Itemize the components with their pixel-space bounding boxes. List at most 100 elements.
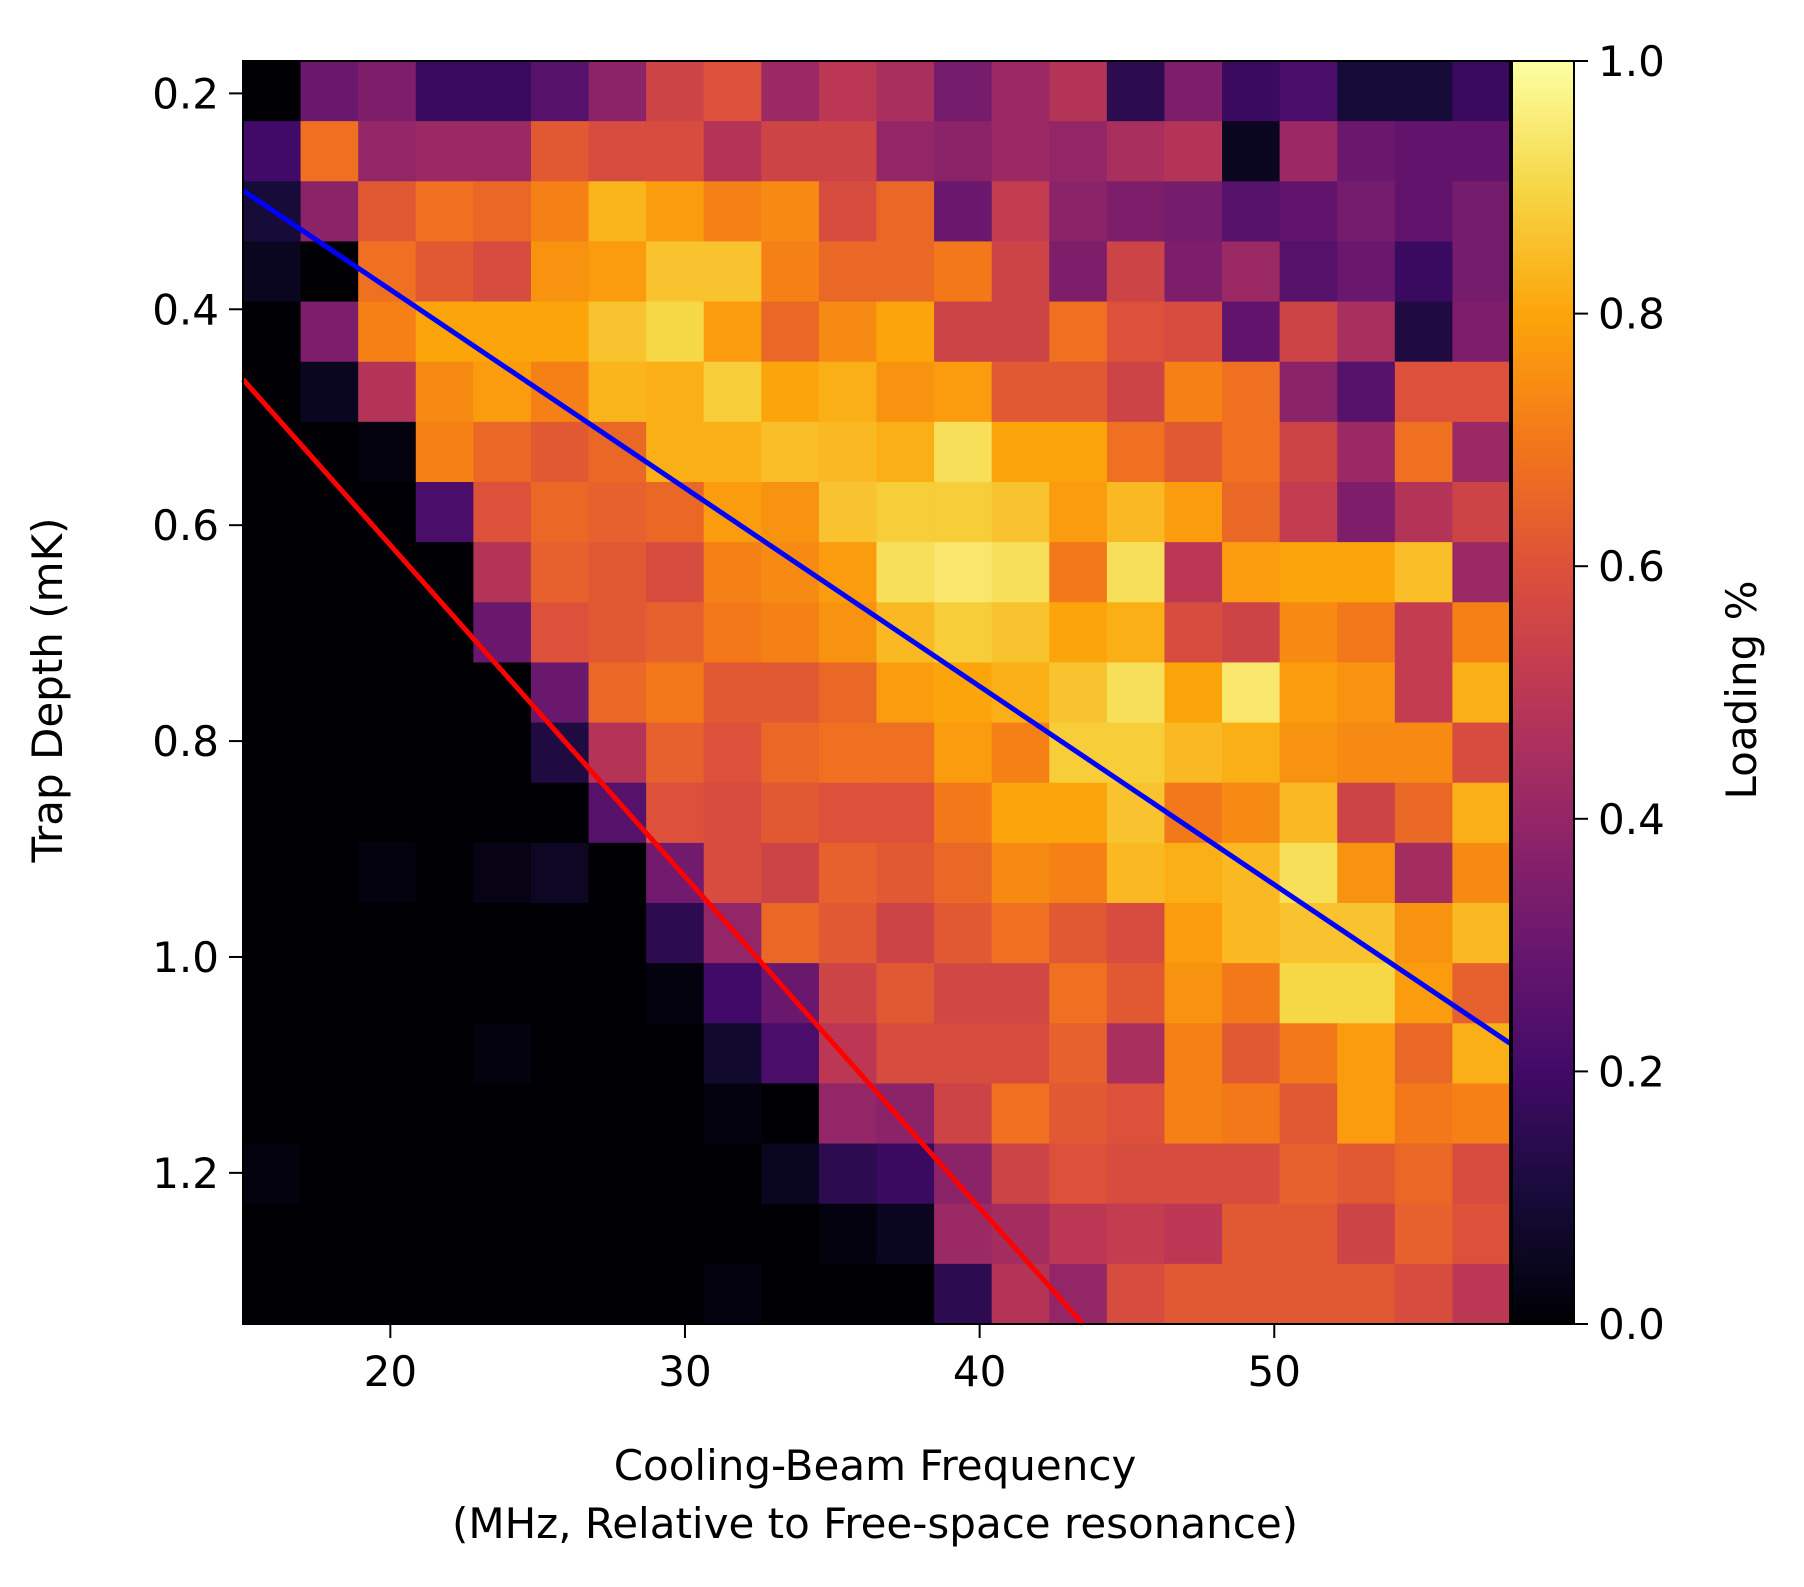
heatmap-cell xyxy=(761,241,820,303)
heatmap-cell xyxy=(300,1023,359,1085)
fit-lines xyxy=(241,188,1512,1326)
heatmap-cell xyxy=(1394,121,1454,182)
heatmap-cell xyxy=(818,1143,878,1205)
heatmap-cell xyxy=(876,1143,935,1205)
heatmap-cell xyxy=(358,1143,417,1205)
heatmap-cell xyxy=(991,542,1050,603)
heatmap-cell xyxy=(1337,963,1396,1024)
heatmap-cell xyxy=(243,963,302,1024)
heatmap-cell xyxy=(530,903,590,964)
heatmap-cell xyxy=(1452,602,1511,664)
heatmap-cell xyxy=(1106,241,1166,303)
heatmap-cell xyxy=(1106,842,1166,904)
heatmap-cell xyxy=(1394,542,1454,603)
heatmap-cell xyxy=(1279,482,1338,543)
heatmap-cell xyxy=(876,181,935,243)
heatmap-cell xyxy=(243,121,302,182)
heatmap-cell xyxy=(1164,421,1223,483)
heatmap-cell xyxy=(991,842,1050,904)
heatmap-cell xyxy=(358,722,417,784)
heatmap-cell xyxy=(761,61,820,122)
heatmap-cell xyxy=(415,1023,474,1085)
heatmap-cell xyxy=(300,1143,359,1205)
heatmap-cell xyxy=(646,542,705,603)
heatmap-cell xyxy=(761,842,820,904)
heatmap-cell xyxy=(243,782,302,844)
heatmap-cell xyxy=(243,1203,302,1265)
heatmap-cell xyxy=(530,1143,590,1205)
red-fit-line xyxy=(241,377,1085,1326)
heatmap-cell xyxy=(1106,1263,1166,1325)
heatmap-cell xyxy=(1452,842,1511,904)
heatmap-cell xyxy=(1049,61,1108,122)
heatmap-cell xyxy=(876,602,935,664)
heatmap-cell xyxy=(415,782,474,844)
heatmap-cell xyxy=(876,722,935,784)
heatmap-cell xyxy=(1164,482,1223,543)
heatmap-cell xyxy=(1279,963,1338,1024)
heatmap-cell xyxy=(1164,61,1223,122)
y-tick-label: 0.4 xyxy=(152,285,219,334)
heatmap-cell xyxy=(934,1023,993,1085)
heatmap-cell xyxy=(1279,782,1338,844)
heatmap-cell xyxy=(300,1263,359,1325)
x-tick-label: 30 xyxy=(658,1347,711,1396)
heatmap-cell xyxy=(703,662,762,724)
heatmap-cell xyxy=(415,1083,474,1145)
heatmap-cell xyxy=(1279,241,1338,303)
heatmap-cell xyxy=(415,722,474,784)
heatmap-cell xyxy=(646,181,705,243)
heatmap-cell xyxy=(1452,662,1511,724)
heatmap-cell xyxy=(415,842,474,904)
heatmap-cell xyxy=(1394,842,1454,904)
heatmap-cell xyxy=(415,602,474,664)
heatmap-cell xyxy=(358,181,417,243)
heatmap-cell xyxy=(761,421,820,483)
heatmap-cell xyxy=(1222,1083,1281,1145)
heatmap-cell xyxy=(646,602,705,664)
heatmap-cell xyxy=(1049,121,1108,182)
heatmap-cell xyxy=(1452,903,1511,964)
heatmap-cell xyxy=(1164,1143,1223,1205)
heatmap-cell xyxy=(646,301,705,363)
heatmap-cell xyxy=(1337,421,1396,483)
heatmap-cell xyxy=(530,121,590,182)
heatmap-cell xyxy=(1222,963,1281,1024)
heatmap-cell xyxy=(1222,121,1281,182)
heatmap-cell xyxy=(1452,1083,1511,1145)
heatmap-cell xyxy=(818,782,878,844)
heatmap-cell xyxy=(415,963,474,1024)
heatmap-cell xyxy=(1452,361,1511,423)
heatmap-cell xyxy=(243,61,302,122)
heatmap-cell xyxy=(358,602,417,664)
heatmap-cell xyxy=(358,782,417,844)
heatmap-cell xyxy=(1452,61,1511,122)
heatmap-cell xyxy=(1222,241,1281,303)
heatmap-cell xyxy=(1049,361,1108,423)
heatmap-cell xyxy=(415,361,474,423)
heatmap-cell xyxy=(300,121,359,182)
colorbar-tick-label: 0.2 xyxy=(1598,1047,1665,1096)
heatmap-cell xyxy=(818,181,878,243)
heatmap-cell xyxy=(473,482,532,543)
heatmap-cell xyxy=(1049,542,1108,603)
heatmap-cell xyxy=(415,181,474,243)
heatmap-cell xyxy=(358,361,417,423)
heatmap-cell xyxy=(761,361,820,423)
heatmap-cell xyxy=(934,842,993,904)
heatmap-cell xyxy=(473,1023,532,1085)
heatmap-cell xyxy=(473,1203,532,1265)
heatmap-cell xyxy=(530,301,590,363)
heatmap-cell xyxy=(1337,782,1396,844)
heatmap-cell xyxy=(934,241,993,303)
heatmap-cell xyxy=(530,482,590,543)
heatmap-cell xyxy=(761,722,820,784)
heatmap-cell xyxy=(818,722,878,784)
heatmap-cell xyxy=(1452,1023,1511,1085)
heatmap-cell xyxy=(646,121,705,182)
heatmap-cell xyxy=(1049,482,1108,543)
heatmap-cell xyxy=(703,421,762,483)
heatmap-cell xyxy=(1394,1143,1454,1205)
heatmap-cell xyxy=(1049,301,1108,363)
heatmap-cell xyxy=(358,121,417,182)
